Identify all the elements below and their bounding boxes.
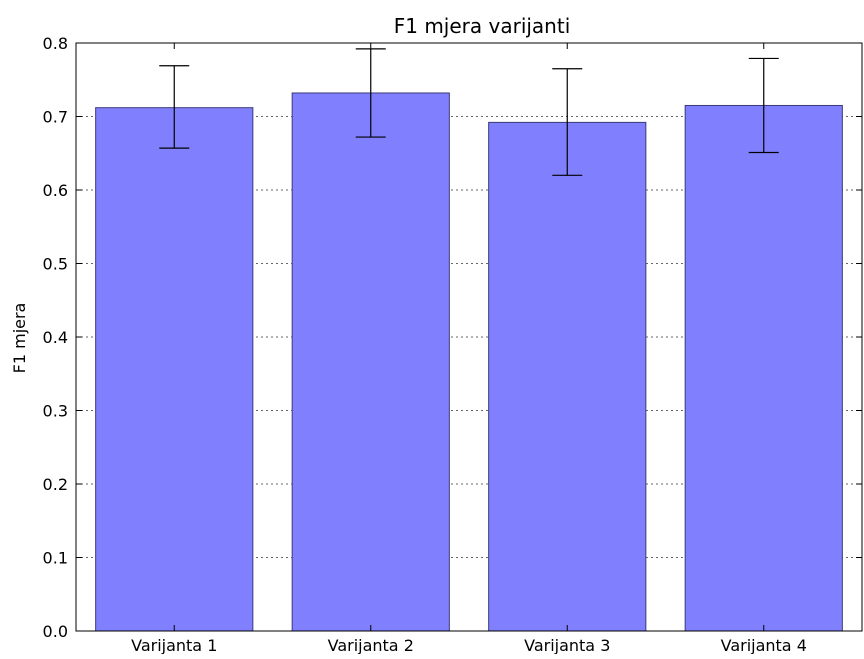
y-tick-label: 0.8 xyxy=(43,34,68,53)
bar xyxy=(95,107,254,632)
y-axis-label: F1 mjera xyxy=(10,303,29,374)
x-tick-label: Varijanta 1 xyxy=(131,636,217,654)
tick-labels: 0.0 0.1 0.2 0.3 0.4 0.5 0.6 0.7 0.8 Varijanta 1 Va… xyxy=(43,34,807,655)
y-tick-label: 0.4 xyxy=(43,328,68,347)
bars xyxy=(95,92,843,632)
y-tick-label: 0.7 xyxy=(43,108,68,127)
y-tick-label: 0.6 xyxy=(43,181,68,200)
y-tick-label: 0.5 xyxy=(43,255,68,274)
bar xyxy=(488,121,647,632)
plot-frame xyxy=(75,42,863,632)
x-tick-label: Varijanta 3 xyxy=(524,636,610,654)
y-tick-label: 0.0 xyxy=(43,622,68,641)
y-tick-label: 0.2 xyxy=(43,475,68,494)
chart-title: F1 mjera varijanti xyxy=(394,14,571,38)
bar xyxy=(291,92,450,632)
axes xyxy=(75,42,863,632)
x-tick-label: Varijanta 4 xyxy=(721,636,807,654)
y-tick-label: 0.1 xyxy=(43,549,68,568)
x-tick-label: Varijanta 2 xyxy=(328,636,414,654)
bar xyxy=(684,104,843,632)
y-tick-label: 0.3 xyxy=(43,402,68,421)
error-bars xyxy=(159,48,779,176)
